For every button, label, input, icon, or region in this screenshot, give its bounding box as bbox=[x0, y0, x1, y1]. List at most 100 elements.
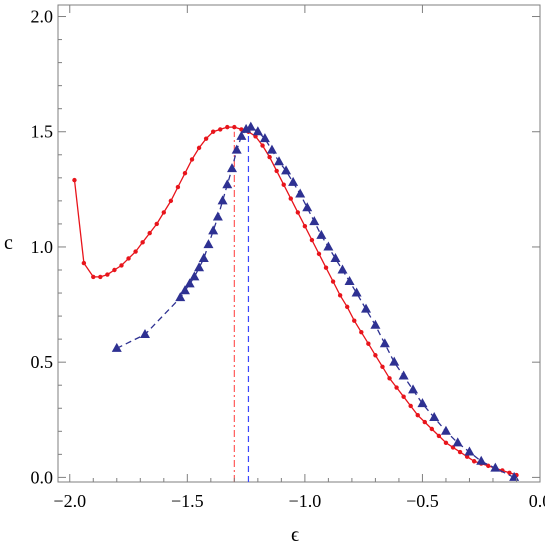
x-axis-label: ϵ bbox=[291, 524, 299, 546]
data-point bbox=[140, 240, 145, 245]
data-point bbox=[351, 287, 362, 297]
data-point bbox=[241, 123, 252, 133]
data-point bbox=[417, 398, 428, 408]
data-point bbox=[436, 433, 442, 439]
data-point bbox=[323, 265, 329, 270]
data-point bbox=[440, 425, 451, 435]
data-point bbox=[260, 143, 265, 148]
y-tick-label: 2.0 bbox=[31, 7, 54, 27]
data-point bbox=[490, 462, 501, 472]
series-line bbox=[73, 126, 517, 476]
data-point bbox=[422, 419, 427, 425]
data-point bbox=[81, 260, 87, 266]
y-axis-label: c bbox=[4, 232, 13, 254]
data-point bbox=[168, 198, 174, 204]
x-tick-label: 0.0 bbox=[529, 491, 545, 511]
data-point bbox=[267, 154, 272, 160]
data-point bbox=[184, 278, 195, 288]
x-tick-label: −1.5 bbox=[171, 491, 204, 511]
vertical-markers bbox=[233, 131, 250, 482]
data-point bbox=[175, 292, 186, 302]
data-point bbox=[212, 211, 223, 221]
data-point bbox=[245, 121, 256, 131]
data-point bbox=[259, 133, 270, 143]
y-tick-label: 1.0 bbox=[31, 237, 54, 257]
series-line bbox=[116, 126, 515, 478]
data-point bbox=[507, 470, 512, 475]
data-point bbox=[98, 274, 103, 280]
data-point bbox=[476, 455, 487, 465]
x-tick-label: −1.0 bbox=[289, 491, 322, 511]
data-point bbox=[189, 157, 195, 162]
data-point bbox=[316, 251, 322, 257]
data-point bbox=[464, 446, 475, 456]
data-point bbox=[337, 293, 343, 298]
data-point bbox=[208, 225, 219, 235]
data-point bbox=[359, 330, 364, 335]
data-point bbox=[182, 171, 188, 176]
data-point bbox=[443, 440, 449, 446]
data-point bbox=[398, 370, 409, 380]
data-point bbox=[133, 249, 138, 254]
data-point bbox=[225, 124, 230, 130]
data-point bbox=[112, 267, 117, 273]
data-point bbox=[330, 252, 341, 262]
data-point bbox=[370, 319, 381, 329]
data-point bbox=[373, 353, 378, 358]
axis-ticks: −2.0 −1.5 −1.0 −0.5 0.0 0.0 0.5 1.0 1.5 2.0 bbox=[31, 5, 545, 511]
data-point bbox=[471, 459, 477, 464]
data-point bbox=[352, 318, 357, 323]
data-point bbox=[91, 274, 96, 280]
data-point bbox=[266, 144, 277, 154]
x-tick-label: −2.0 bbox=[53, 491, 86, 511]
data-point bbox=[457, 449, 463, 455]
data-point bbox=[179, 285, 190, 295]
data-point bbox=[361, 303, 372, 313]
data-point bbox=[218, 127, 223, 132]
data-point bbox=[295, 188, 306, 198]
data-point bbox=[198, 252, 209, 262]
data-point bbox=[196, 145, 202, 151]
plot-frame bbox=[57, 4, 541, 483]
data-point bbox=[379, 338, 390, 348]
data-point bbox=[387, 376, 392, 381]
data-point bbox=[210, 129, 216, 134]
data-point bbox=[274, 168, 279, 174]
data-point bbox=[464, 454, 470, 459]
data-point bbox=[274, 156, 285, 166]
data-point bbox=[232, 124, 237, 130]
data-point bbox=[302, 202, 313, 212]
data-point bbox=[154, 221, 159, 227]
data-point bbox=[415, 412, 420, 418]
data-point bbox=[389, 356, 400, 366]
data-point bbox=[252, 126, 263, 136]
data-point bbox=[295, 210, 301, 215]
data-point bbox=[486, 463, 491, 469]
data-point bbox=[344, 276, 355, 286]
data-point bbox=[126, 256, 131, 261]
data-point bbox=[288, 176, 299, 186]
data-point bbox=[147, 230, 152, 236]
data-point bbox=[189, 271, 200, 281]
data-point bbox=[452, 437, 463, 447]
data-point bbox=[281, 182, 286, 187]
data-point bbox=[401, 394, 406, 399]
data-point bbox=[226, 163, 237, 173]
y-tick-label: 1.5 bbox=[31, 122, 54, 142]
data-point bbox=[119, 263, 124, 268]
data-point bbox=[408, 403, 413, 409]
data-point bbox=[408, 384, 419, 394]
data-point bbox=[380, 364, 385, 369]
data-point bbox=[175, 184, 181, 190]
data-point bbox=[345, 304, 350, 310]
data-point bbox=[203, 239, 214, 249]
y-tick-label: 0.5 bbox=[31, 352, 54, 372]
data-point bbox=[253, 134, 258, 139]
series-0 bbox=[72, 124, 519, 478]
data-point bbox=[72, 177, 77, 183]
data-point bbox=[337, 264, 348, 274]
data-point bbox=[366, 341, 371, 346]
data-point bbox=[450, 445, 456, 450]
data-point bbox=[429, 411, 440, 421]
